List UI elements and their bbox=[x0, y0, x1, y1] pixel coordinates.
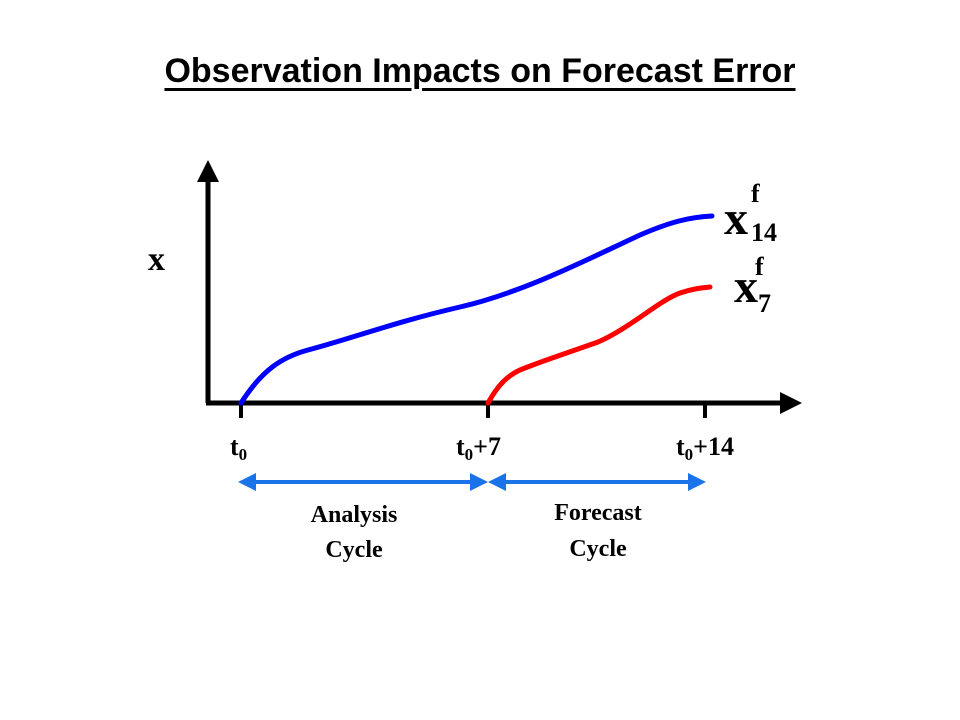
analysis-cycle-label-line1: Analysis bbox=[311, 502, 398, 528]
forecast-span-left-arrowhead bbox=[488, 473, 506, 491]
forecast-curve-7 bbox=[485, 284, 713, 406]
forecast-cycle-label-line2: Cycle bbox=[569, 536, 627, 562]
curve-label-7-sup: f bbox=[755, 252, 764, 281]
forecast-cycle-label-line1: Forecast bbox=[554, 500, 642, 526]
curve-label-7-sub: 7 bbox=[758, 289, 771, 318]
forecast-cycle-span bbox=[488, 473, 706, 491]
tick-label-t0: t0 bbox=[230, 432, 247, 464]
curve-label-7-base: x bbox=[734, 260, 758, 313]
analysis-span-right-arrowhead bbox=[470, 473, 488, 491]
curve-label-14-sub: 14 bbox=[751, 218, 777, 247]
curve-label-7: x f 7 bbox=[734, 252, 771, 318]
tick-label-t7: t0+7 bbox=[456, 432, 501, 464]
page-title: Observation Impacts on Forecast Error bbox=[0, 52, 960, 91]
analysis-cycle-span bbox=[238, 473, 488, 491]
curve-label-14-sup: f bbox=[751, 179, 760, 208]
title-text: Observation Impacts on Forecast Error bbox=[164, 52, 796, 90]
tick-label-t14: t0+14 bbox=[676, 432, 734, 464]
y-axis-arrowhead bbox=[197, 160, 219, 182]
forecast-span-right-arrowhead bbox=[688, 473, 706, 491]
x-axis-arrowhead bbox=[780, 392, 802, 414]
forecast-curve-14 bbox=[238, 213, 715, 406]
analysis-span-left-arrowhead bbox=[238, 473, 256, 491]
analysis-cycle-label-line2: Cycle bbox=[325, 537, 383, 563]
curve-label-14-base: x bbox=[724, 192, 748, 245]
curve-label-14: x f 14 bbox=[724, 179, 777, 247]
y-axis-label: x bbox=[148, 241, 165, 278]
